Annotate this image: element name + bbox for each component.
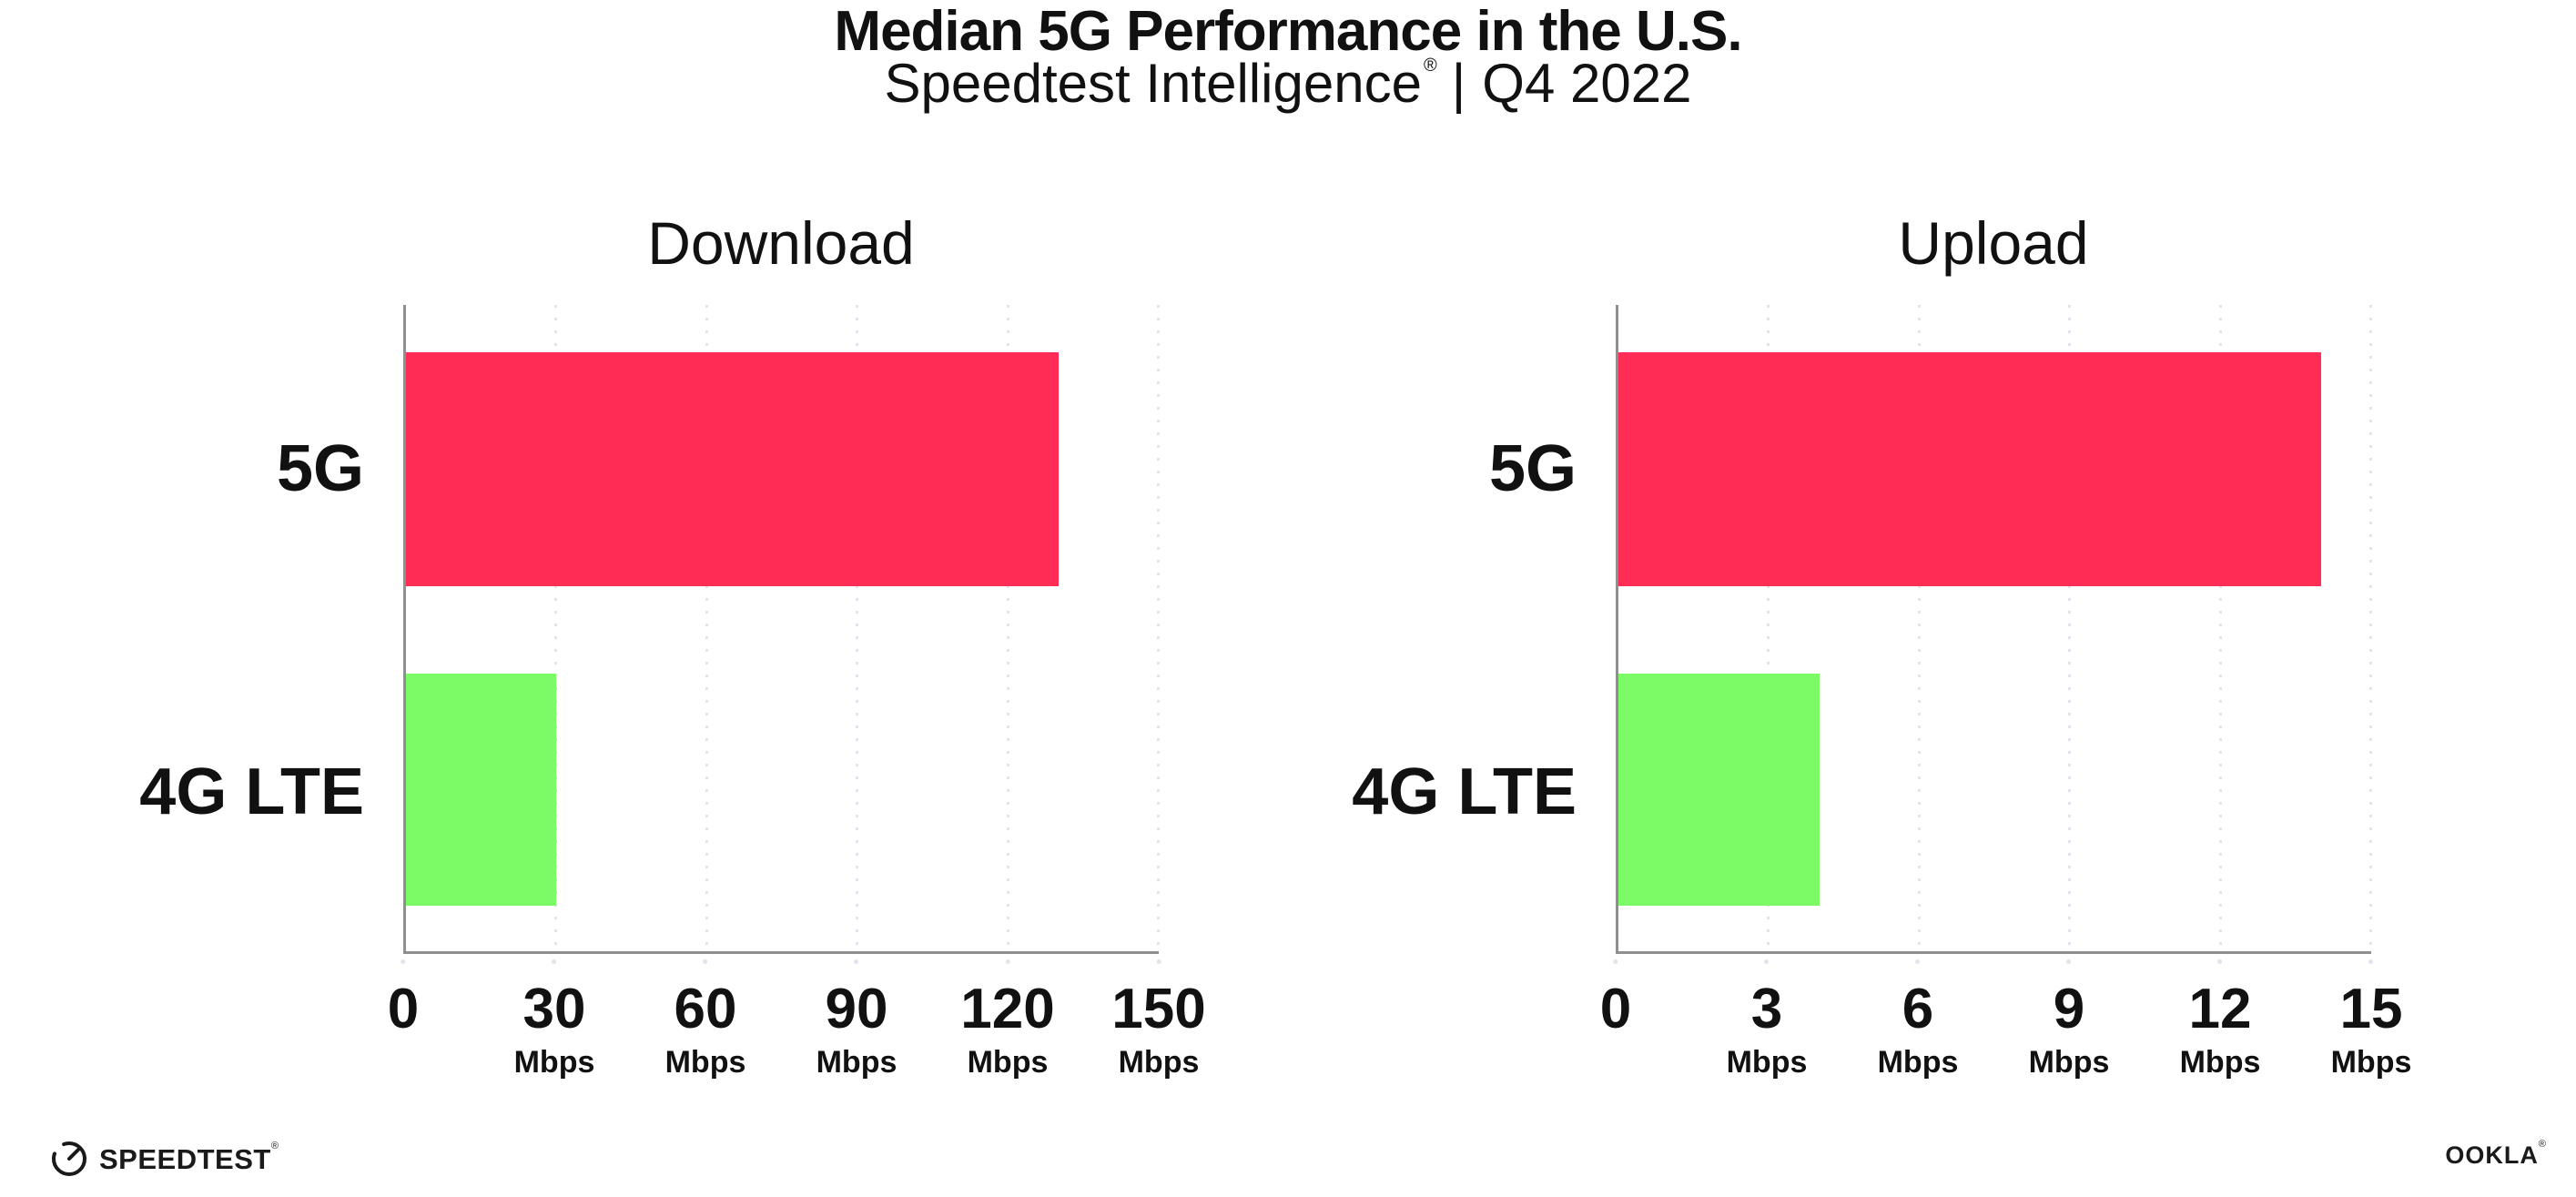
x-tick: 9 Mbps xyxy=(2028,959,2110,1080)
x-tick-unit: Mbps xyxy=(816,1045,898,1080)
gridline xyxy=(554,305,558,951)
x-tick-number: 3 xyxy=(1750,978,1783,1040)
gridline xyxy=(1767,305,1770,951)
category-label-5g: 5G xyxy=(1488,432,1577,505)
x-tick: 30 Mbps xyxy=(513,959,595,1080)
ookla-logo-text: OOKLA xyxy=(2445,1141,2539,1169)
category-label-5g: 5G xyxy=(276,432,364,505)
x-tick-unit: Mbps xyxy=(1877,1045,1959,1080)
gridline xyxy=(1006,305,1009,951)
gridline xyxy=(705,305,708,951)
registered-mark: ® xyxy=(2538,1139,2547,1150)
x-tick-unit: Mbps xyxy=(2028,1045,2110,1080)
x-tick: 90 Mbps xyxy=(816,959,898,1080)
x-tick: 120 Mbps xyxy=(960,959,1055,1080)
x-tick-number: 120 xyxy=(960,978,1055,1040)
x-tick-unit: Mbps xyxy=(967,1045,1049,1080)
tick-dot xyxy=(2368,959,2374,964)
bar-5g-download xyxy=(406,351,1059,586)
page-title: Median 5G Performance in the U.S. xyxy=(834,0,1742,63)
x-tick: 6 Mbps xyxy=(1877,959,1959,1080)
x-tick-number: 15 xyxy=(2339,978,2403,1040)
gridline xyxy=(1917,305,1921,951)
subtitle-separator: | xyxy=(1451,53,1466,114)
x-tick-number: 9 xyxy=(2053,978,2085,1040)
registered-mark: ® xyxy=(1423,56,1437,76)
speedtest-logo: SPEEDTEST® xyxy=(50,1140,279,1178)
ookla-logo: OOKLA® xyxy=(2445,1140,2547,1169)
x-tick-number: 90 xyxy=(825,978,888,1040)
tick-dot xyxy=(1005,959,1010,964)
category-label-4g-lte: 4G LTE xyxy=(139,756,364,828)
subtitle-period: Q4 2022 xyxy=(1482,53,1692,114)
gridline xyxy=(2068,305,2072,951)
x-tick: 0 xyxy=(387,959,420,1047)
tick-dot xyxy=(703,959,708,964)
x-tick-number: 0 xyxy=(387,978,420,1040)
gridline xyxy=(2369,305,2372,951)
x-tick-unit: Mbps xyxy=(513,1045,595,1080)
speedtest-logo-text: SPEEDTEST® xyxy=(99,1141,279,1175)
x-tick-number: 30 xyxy=(522,978,586,1040)
upload-chart-title: Upload xyxy=(1898,209,2089,277)
tick-dot xyxy=(1613,959,1618,964)
registered-mark: ® xyxy=(270,1140,279,1151)
subtitle-brand: Speedtest Intelligence xyxy=(884,53,1422,114)
x-tick-unit: Mbps xyxy=(664,1045,746,1080)
x-tick-number: 0 xyxy=(1599,978,1632,1040)
download-x-axis-ticks: 0 30 Mbps 60 Mbps 90 Mbps 120 Mbps 150 Mbps xyxy=(388,959,1206,1090)
tick-dot xyxy=(854,959,859,964)
x-tick-unit: Mbps xyxy=(2179,1045,2261,1080)
x-tick-unit: Mbps xyxy=(1726,1045,1808,1080)
tick-dot xyxy=(1156,959,1161,964)
x-tick-number: 60 xyxy=(674,978,737,1040)
x-tick-number: 150 xyxy=(1111,978,1206,1040)
tick-dot xyxy=(1915,959,1921,964)
x-tick: 150 Mbps xyxy=(1111,959,1206,1080)
x-tick-number: 12 xyxy=(2188,978,2252,1040)
speedtest-gauge-icon xyxy=(52,1141,86,1176)
x-tick: 3 Mbps xyxy=(1726,959,1808,1080)
speedtest-wordmark: SPEEDTEST xyxy=(99,1142,271,1175)
bar-4g-lte-upload xyxy=(1618,673,1820,907)
tick-dot xyxy=(2217,959,2223,964)
download-chart-title: Download xyxy=(647,209,915,277)
upload-plot-area xyxy=(1616,305,2372,954)
page-subtitle: Speedtest Intelligence ® | Q4 2022 xyxy=(0,55,2576,112)
x-tick: 0 xyxy=(1599,959,1632,1047)
tick-dot xyxy=(552,959,557,964)
upload-x-axis-ticks: 0 3 Mbps 6 Mbps 9 Mbps 12 Mbps 15 Mbps xyxy=(1600,959,2411,1090)
x-tick-unit: Mbps xyxy=(2330,1045,2412,1080)
bar-5g-upload xyxy=(1618,351,2321,586)
bar-4g-lte-download xyxy=(406,673,557,907)
tick-dot xyxy=(2066,959,2072,964)
tick-dot xyxy=(1764,959,1770,964)
gridline xyxy=(856,305,859,951)
x-tick: 15 Mbps xyxy=(2330,959,2412,1080)
category-label-4g-lte: 4G LTE xyxy=(1352,756,1577,828)
x-tick: 60 Mbps xyxy=(664,959,746,1080)
gridline xyxy=(1157,305,1160,951)
x-tick: 12 Mbps xyxy=(2179,959,2261,1080)
x-tick-unit: Mbps xyxy=(1118,1045,1200,1080)
download-plot-area xyxy=(403,305,1160,954)
gridline xyxy=(2218,305,2222,951)
tick-dot xyxy=(401,959,406,964)
x-tick-number: 6 xyxy=(1902,978,1934,1040)
